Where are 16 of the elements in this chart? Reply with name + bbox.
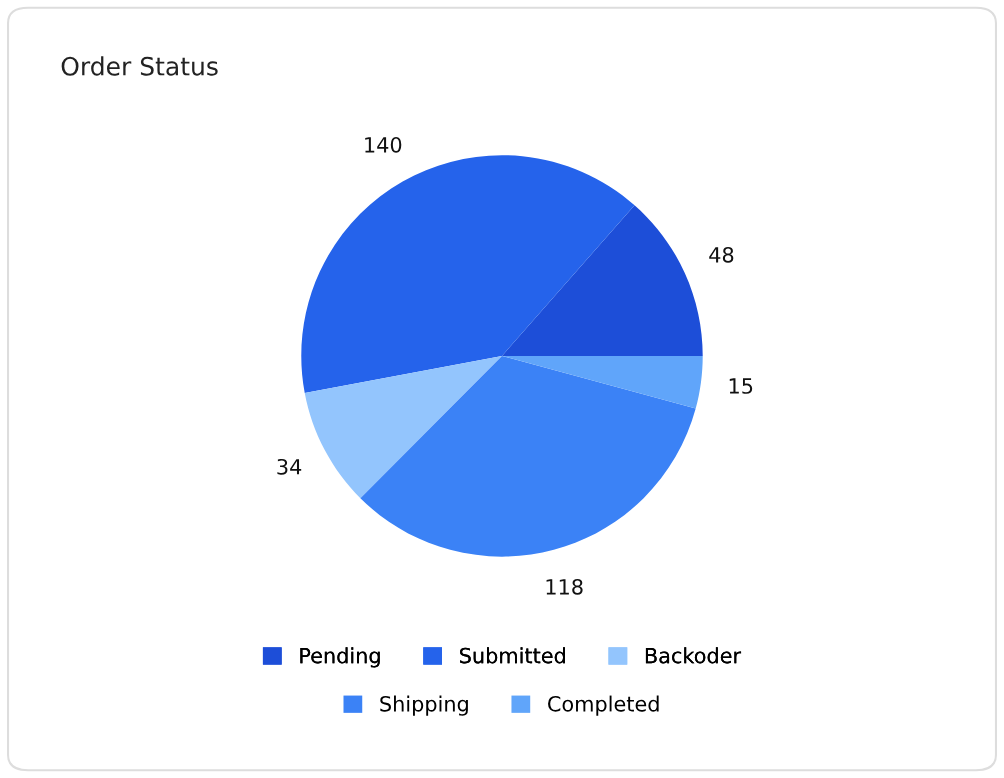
data-label: 15 bbox=[729, 378, 753, 394]
data-label: 118 bbox=[546, 578, 583, 595]
legend-label: Backoder bbox=[645, 647, 742, 664]
data-label: 140 bbox=[365, 136, 402, 153]
pie-slice bbox=[502, 205, 703, 356]
pie-slice bbox=[360, 355, 696, 557]
legend-label: Completed bbox=[548, 695, 659, 716]
legend-label: Submitted bbox=[460, 647, 565, 664]
data-label: 48 bbox=[709, 246, 734, 263]
data-label: 34 bbox=[277, 458, 302, 475]
legend-label: Shipping bbox=[380, 695, 468, 716]
pie-slice bbox=[502, 355, 703, 409]
legend-label: Pending bbox=[300, 647, 380, 668]
pie-slice bbox=[304, 355, 502, 499]
pie-slice bbox=[301, 155, 635, 394]
chart-title: Order Status bbox=[61, 56, 218, 76]
